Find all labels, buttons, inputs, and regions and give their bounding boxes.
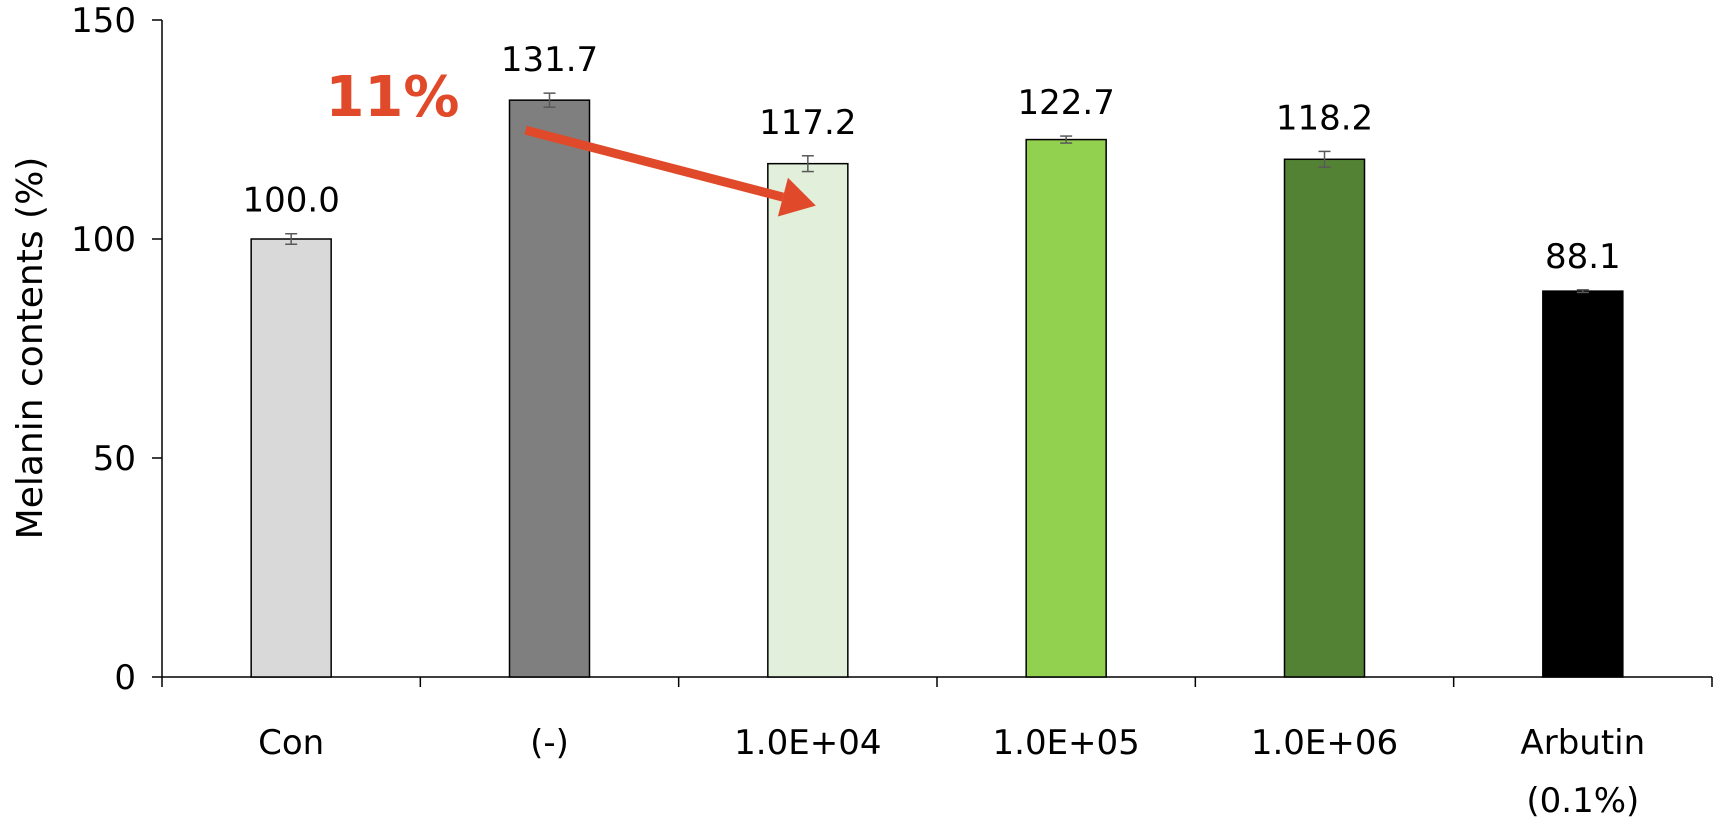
y-tick-label: 0 (114, 658, 136, 698)
bar (1025, 138, 1107, 678)
data-label: 88.1 (1545, 237, 1621, 277)
bar (1542, 290, 1624, 678)
x-tick-label: (-) (530, 723, 569, 763)
bar (250, 238, 332, 678)
x-tick-label: 1.0E+05 (993, 723, 1140, 763)
x-axis: Con (-) 1.0E+04 1.0E+05 1.0E+06 Arbutin (0.1%) (161, 676, 1713, 821)
annotation-arrow-head (777, 177, 816, 217)
bar (767, 162, 849, 678)
y-axis-title: Melanin contents (%) (10, 157, 51, 540)
y-tick-label: 50 (93, 439, 136, 479)
annotation: 11% (325, 65, 816, 217)
data-label: 118.2 (1276, 98, 1373, 138)
data-label: 100.0 (242, 181, 339, 221)
data-label: 117.2 (759, 103, 856, 143)
y-tick-label: 150 (71, 1, 136, 41)
bar (508, 99, 591, 678)
x-tick-label: 1.0E+06 (1251, 723, 1398, 763)
y-tick-label: 100 (71, 220, 136, 260)
y-axis: 0 50 100 150 (71, 1, 163, 698)
bars (250, 92, 1624, 678)
data-label: 122.7 (1017, 83, 1114, 123)
data-labels: 100.0 131.7 117.2 122.7 118.2 88.1 (242, 40, 1620, 277)
x-tick-label: 1.0E+04 (734, 723, 881, 763)
x-tick-label: Con (258, 723, 324, 763)
data-label: 131.7 (501, 40, 598, 80)
x-tick-label: Arbutin (1520, 723, 1645, 763)
annotation-arrow-shaft (524, 125, 785, 202)
annotation-text: 11% (325, 65, 459, 130)
bar (1283, 158, 1366, 678)
x-tick-label-line2: (0.1%) (1526, 781, 1639, 821)
